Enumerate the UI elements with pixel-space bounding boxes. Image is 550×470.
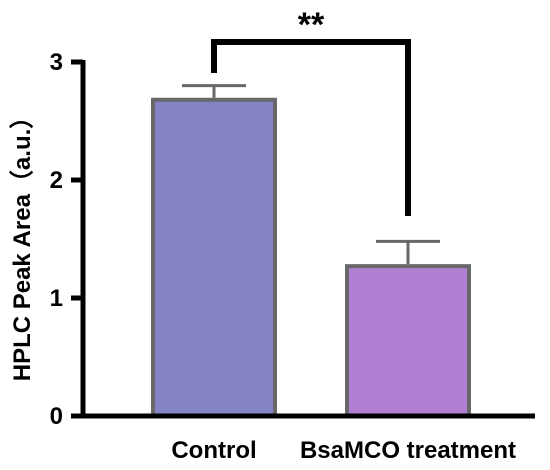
axes xyxy=(80,60,535,419)
x-category-label: Control xyxy=(171,437,256,464)
y-axis-title: HPLC Peak Area（a.u.） xyxy=(9,105,36,382)
bars-layer xyxy=(151,97,471,419)
bar-bsamco-treatment xyxy=(345,264,471,419)
x-category-label: BsaMCO treatment xyxy=(300,437,516,464)
y-tick-label: 1 xyxy=(50,285,63,312)
y-ticks: 0 1 2 3 xyxy=(50,49,83,430)
bar-control xyxy=(151,97,277,418)
y-tick-label: 2 xyxy=(50,167,63,194)
y-tick-label: 0 xyxy=(50,403,63,430)
significance-label: ** xyxy=(298,6,325,44)
significance-bracket xyxy=(211,39,411,216)
y-tick-label: 3 xyxy=(50,49,63,76)
error-bars-layer xyxy=(182,84,440,265)
significance-annotation: ** xyxy=(211,6,411,216)
x-category-labels: Control BsaMCO treatment xyxy=(171,437,516,464)
